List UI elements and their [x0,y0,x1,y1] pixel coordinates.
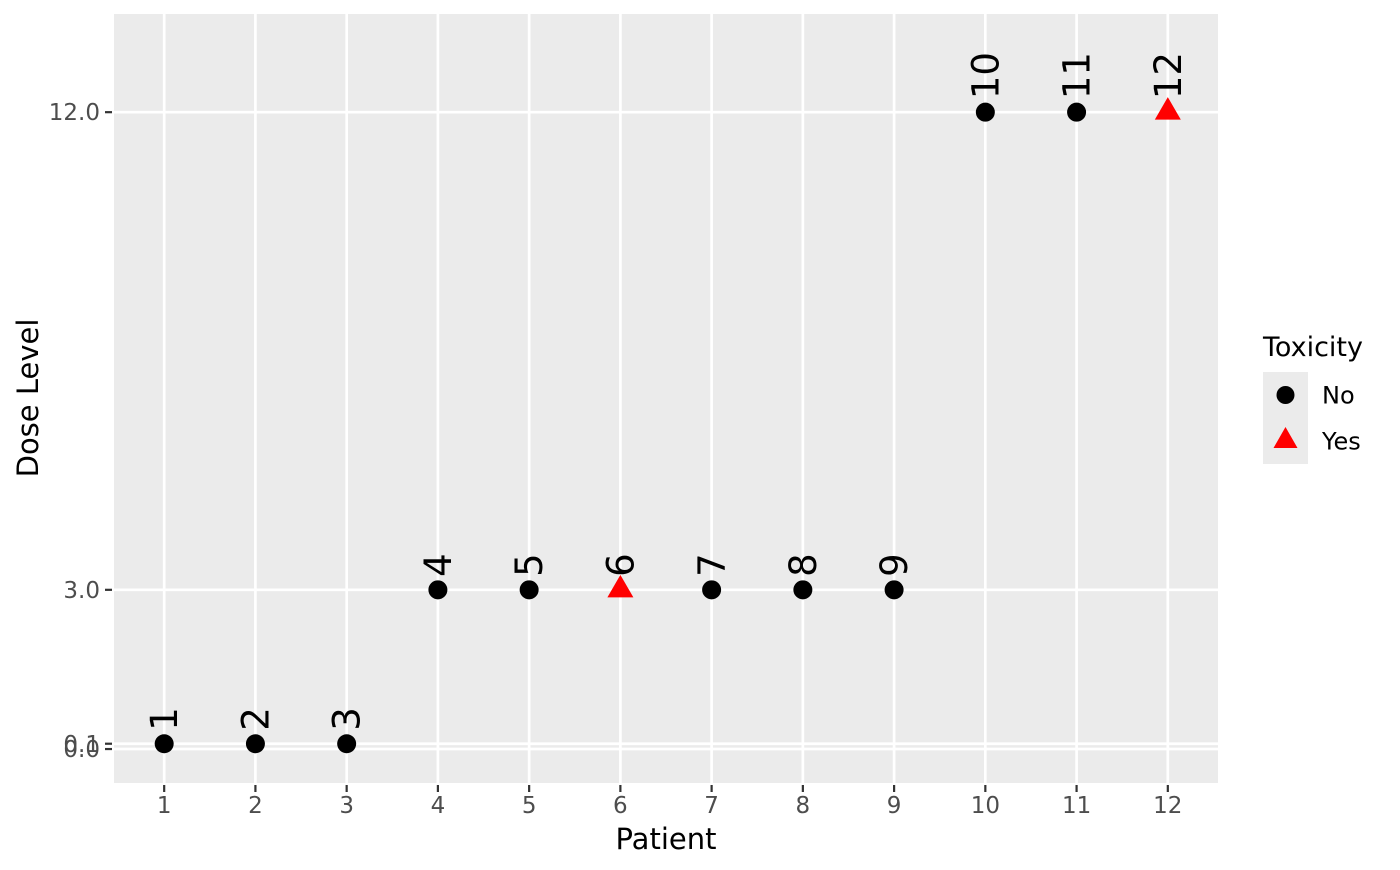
axis-tick-labels: 1 2 3 4 5 6 7 8 9 10 11 120.00.13.012.0 [49,100,1183,819]
y-tick-label-3.0: 3.0 [63,578,100,604]
legend-label-No: No [1322,381,1355,409]
legend-title: Toxicity [1262,332,1363,363]
legend: Toxicity No Yes [1262,332,1363,464]
plot-panel [114,14,1218,783]
x-tick-label-11: 11 [1062,793,1091,819]
data-point-circle-patient-8 [793,580,813,600]
point-label-patient-12: 12 [1147,52,1190,99]
point-label-patient-9: 9 [873,553,916,577]
axis-ticks [105,111,1169,792]
point-label-patient-4: 4 [417,553,460,577]
data-point-circle-patient-1 [154,734,174,754]
point-label-patient-1: 1 [143,707,186,731]
x-tick-label-12: 12 [1153,793,1182,819]
data-point-circle-patient-2 [245,734,265,754]
point-label-patient-2: 2 [234,707,277,731]
x-tick-label-1: 1 [157,793,172,819]
legend-label-Yes: Yes [1321,427,1361,455]
x-tick-label-7: 7 [704,793,719,819]
data-points [154,97,1181,754]
point-label-patient-11: 11 [1056,52,1099,99]
x-tick-label-3: 3 [339,793,354,819]
y-tick-label-0.1: 0.1 [63,732,100,758]
data-point-circle-patient-10 [975,102,995,122]
x-tick-label-4: 4 [431,793,446,819]
x-tick-label-2: 2 [248,793,263,819]
data-point-circle-patient-3 [337,734,357,754]
data-point-circle-patient-4 [428,580,448,600]
y-tick-label-12.0: 12.0 [49,100,100,126]
data-point-triangle-patient-12 [1154,97,1181,120]
point-label-patient-7: 7 [691,553,734,577]
data-point-circle-patient-9 [884,580,904,600]
point-label-patient-6: 6 [599,553,642,577]
x-tick-label-9: 9 [887,793,902,819]
point-label-patient-8: 8 [782,553,825,577]
x-tick-label-5: 5 [522,793,537,819]
data-point-triangle-patient-6 [607,574,634,598]
point-label-patient-10: 10 [964,52,1007,99]
data-point-circle-patient-11 [1067,102,1087,122]
legend-keys: No Yes [1263,372,1361,464]
point-label-patient-5: 5 [508,553,551,577]
gridlines [114,14,1218,783]
point-label-patient-3: 3 [326,707,369,731]
y-tick-label-0.0: 0.0 [63,737,100,763]
legend-triangle-icon [1273,427,1298,448]
x-tick-label-8: 8 [796,793,811,819]
point-labels: 1 2 34 5 6 7 8 910 11 12 [143,52,1190,731]
y-axis-title: Dose Level [11,319,45,478]
data-point-circle-patient-5 [519,580,539,600]
x-tick-label-10: 10 [971,793,1000,819]
x-axis-title: Patient [616,822,717,856]
legend-circle-icon [1276,386,1295,404]
data-point-circle-patient-7 [702,580,722,600]
x-tick-label-6: 6 [613,793,628,819]
